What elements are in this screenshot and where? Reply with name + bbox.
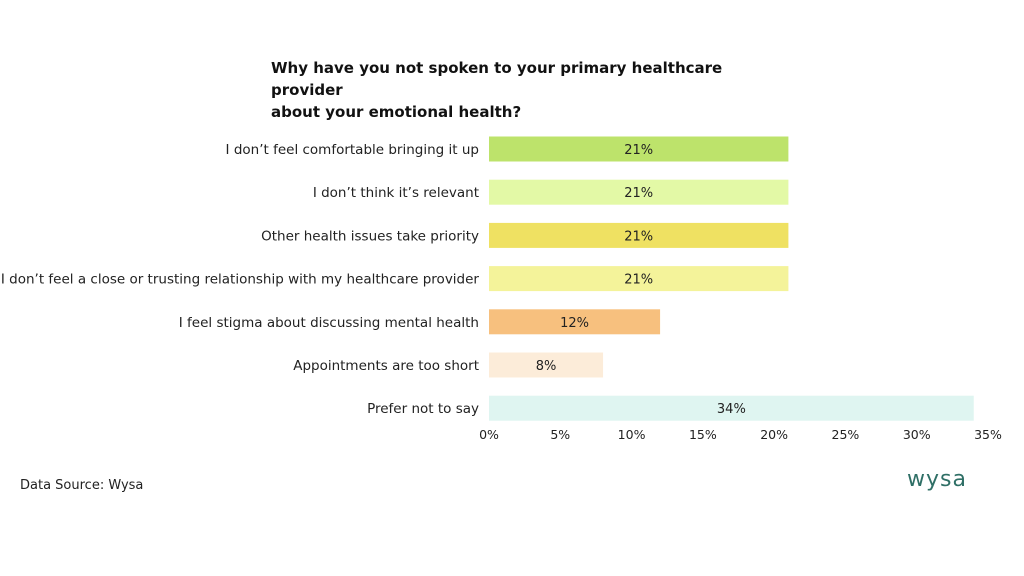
x-tick-label: 10%	[618, 427, 646, 442]
x-tick-label: 15%	[689, 427, 717, 442]
x-tick-label: 30%	[903, 427, 931, 442]
bar	[489, 309, 661, 335]
chart-title-line-2: about your emotional health?	[271, 103, 522, 121]
x-tick-label: 25%	[832, 427, 860, 442]
bar	[489, 266, 789, 292]
bar	[489, 136, 789, 162]
data-label: 21%	[624, 143, 653, 158]
data-label: 21%	[624, 186, 653, 201]
category-label: I feel stigma about discussing mental he…	[179, 315, 479, 331]
x-tick-label: 20%	[760, 427, 788, 442]
bar	[489, 395, 974, 421]
x-tick-label: 35%	[974, 427, 1002, 442]
data-label: 34%	[717, 402, 746, 417]
category-label: I don’t feel comfortable bringing it up	[226, 142, 479, 158]
data-label: 21%	[624, 229, 653, 244]
bar	[489, 179, 789, 205]
chart-title-line-1: Why have you not spoken to your primary …	[271, 59, 723, 99]
category-label: I don’t think it’s relevant	[313, 185, 479, 201]
bar	[489, 222, 789, 248]
x-tick-label: 0%	[479, 427, 499, 442]
bar	[489, 352, 604, 378]
data-label: 12%	[560, 316, 589, 331]
x-tick-label: 5%	[550, 427, 570, 442]
category-label: Appointments are too short	[293, 358, 479, 374]
data-source-note: Data Source: Wysa	[20, 478, 144, 493]
category-label: I don’t feel a close or trusting relatio…	[1, 272, 480, 288]
wysa-logo: wysa	[907, 467, 967, 492]
chart-title: Why have you not spoken to your primary …	[271, 57, 791, 123]
data-label: 8%	[536, 359, 557, 374]
category-label: Prefer not to say	[367, 401, 479, 417]
data-label: 21%	[624, 273, 653, 288]
category-label: Other health issues take priority	[261, 228, 479, 244]
